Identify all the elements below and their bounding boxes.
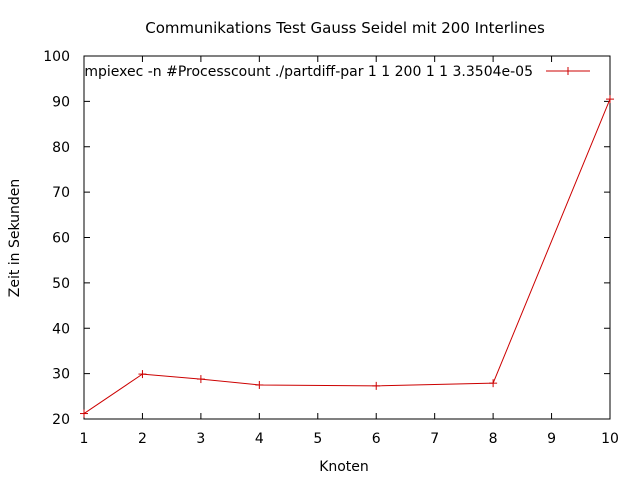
y-tick-label: 50 — [52, 276, 70, 292]
x-tick-label: 8 — [489, 431, 498, 447]
x-tick-label: 10 — [601, 431, 619, 447]
data-point-marker — [196, 375, 205, 384]
plot-frame — [83, 55, 611, 420]
y-tick-label: 60 — [52, 231, 70, 247]
y-tick-label: 70 — [52, 185, 70, 201]
data-point-marker — [489, 379, 498, 388]
data-point-marker — [606, 95, 614, 104]
y-tick-label: 30 — [52, 367, 70, 383]
x-axis: 1 2 3 4 5 6 7 8 9 10 — [80, 56, 619, 447]
chart-title: Communikations Test Gauss Seidel mit 200… — [145, 19, 545, 37]
y-axis-label: Zeit in Sekunden — [7, 179, 23, 298]
data-point-marker — [80, 409, 88, 418]
y-tick-label: 20 — [52, 412, 70, 428]
y-tick-label: 80 — [52, 140, 70, 156]
x-tick-label: 1 — [80, 431, 89, 447]
legend-marker — [564, 67, 572, 75]
y-axis: 20 30 40 50 60 70 80 90 100 — [43, 49, 610, 428]
y-tick-label: 100 — [43, 49, 70, 65]
data-point-marker — [255, 380, 264, 389]
data-point-marker — [138, 370, 147, 379]
x-tick-label: 5 — [313, 431, 322, 447]
legend-label: mpiexec -n #Processcount ./partdiff-par … — [84, 64, 533, 80]
x-tick-label: 3 — [196, 431, 205, 447]
data-point-marker — [372, 381, 381, 390]
x-tick-label: 4 — [255, 431, 264, 447]
y-tick-label: 90 — [52, 94, 70, 110]
series-line — [83, 98, 611, 414]
x-axis-label: Knoten — [319, 459, 369, 475]
series-layer — [80, 95, 614, 418]
x-tick-label: 7 — [430, 431, 439, 447]
x-tick-label: 6 — [372, 431, 381, 447]
y-tick-label: 40 — [52, 321, 70, 337]
x-tick-label: 2 — [138, 431, 147, 447]
legend: mpiexec -n #Processcount ./partdiff-par … — [84, 64, 590, 80]
x-tick-label: 9 — [547, 431, 556, 447]
